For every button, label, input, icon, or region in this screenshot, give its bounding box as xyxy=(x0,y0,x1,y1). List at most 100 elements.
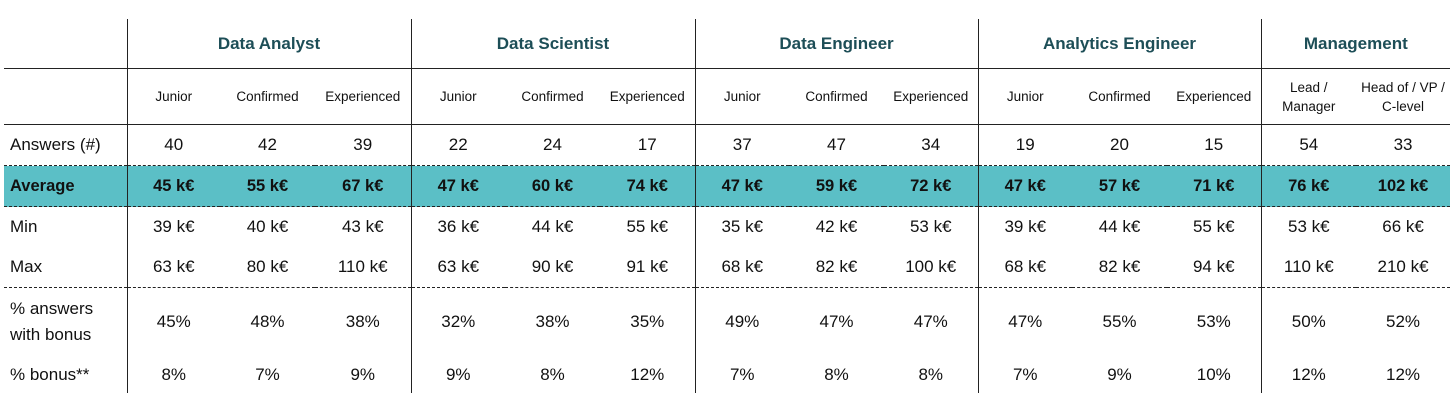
data-cell: 55% xyxy=(1072,287,1167,356)
data-cell: 39 k€ xyxy=(126,206,220,247)
data-cell: 35 k€ xyxy=(694,206,789,247)
data-cell: 15 xyxy=(1204,135,1224,154)
group-header-row: Data Analyst Data Scientist Data Enginee… xyxy=(4,19,1451,69)
data-cell: 102 k€ xyxy=(1356,165,1451,207)
data-cell: 48% xyxy=(220,287,315,356)
data-cell: 55 k€ xyxy=(626,217,669,236)
data-cell: 9% xyxy=(350,364,376,384)
level-header: Head of / VP / C-level xyxy=(1356,68,1451,125)
data-cell: 12% xyxy=(1386,364,1421,384)
data-cell: 49% xyxy=(694,287,789,356)
data-cell: 19 xyxy=(977,124,1072,166)
data-cell: 42 k€ xyxy=(815,217,858,236)
data-cell: 53% xyxy=(1167,287,1262,356)
data-cell: 82 k€ xyxy=(1098,257,1141,276)
data-cell: 33 xyxy=(1393,135,1413,154)
data-cell: 8% xyxy=(540,364,565,384)
data-cell: 71 k€ xyxy=(1167,165,1262,207)
corner-cell xyxy=(4,68,127,125)
data-cell: 35% xyxy=(600,287,695,356)
data-cell: 45% xyxy=(126,287,220,356)
data-cell: 24 xyxy=(543,135,562,154)
level-header: Confirmed xyxy=(220,68,315,125)
data-cell: 38% xyxy=(505,287,600,356)
data-cell: 10% xyxy=(1196,364,1231,384)
data-cell: 47 k€ xyxy=(694,165,789,207)
data-cell: 39 xyxy=(353,135,373,154)
level-header: Lead / Manager xyxy=(1260,68,1357,125)
data-cell: 110 k€ xyxy=(1260,247,1357,288)
data-cell: 47% xyxy=(884,287,978,356)
group-header: Analytics Engineer xyxy=(977,19,1262,69)
level-header: Junior xyxy=(694,68,789,125)
data-cell: 37 xyxy=(694,124,789,166)
data-cell: 82 k€ xyxy=(815,257,858,276)
data-cell: 53 k€ xyxy=(909,217,952,236)
data-cell: 12% xyxy=(1260,356,1357,393)
data-cell: 34 xyxy=(921,135,941,154)
data-cell: 44 k€ xyxy=(1098,217,1141,236)
data-cell: 55 k€ xyxy=(1192,217,1235,236)
row-label: Answers (#) xyxy=(10,135,101,154)
level-header: Confirmed xyxy=(505,68,600,125)
data-cell: 12% xyxy=(630,364,665,384)
data-cell: 72 k€ xyxy=(884,165,978,207)
data-cell: 40 xyxy=(126,124,220,166)
data-cell: 47% xyxy=(977,287,1072,356)
data-cell: 68 k€ xyxy=(977,247,1072,288)
data-cell: 36 k€ xyxy=(410,206,505,247)
row-label: % answers with bonus xyxy=(4,287,127,356)
data-cell: 60 k€ xyxy=(505,165,600,207)
level-header: Confirmed xyxy=(789,68,884,125)
row-label: Max xyxy=(10,257,43,276)
data-cell: 52% xyxy=(1356,287,1451,356)
data-cell: 7% xyxy=(255,364,280,384)
data-cell: 7% xyxy=(977,356,1072,393)
row-label: % bonus** xyxy=(10,364,90,384)
data-cell: 80 k€ xyxy=(246,257,289,276)
level-header: Experienced xyxy=(884,68,978,125)
data-cell: 47 k€ xyxy=(977,165,1072,207)
data-cell: 9% xyxy=(410,356,505,393)
data-cell: 210 k€ xyxy=(1377,257,1429,276)
data-cell: 45 k€ xyxy=(126,165,220,207)
data-cell: 100 k€ xyxy=(905,257,957,276)
data-cell: 91 k€ xyxy=(626,257,669,276)
data-cell: 47 xyxy=(827,135,846,154)
data-cell: 59 k€ xyxy=(789,165,884,207)
data-cell: 76 k€ xyxy=(1260,165,1357,207)
data-cell: 9% xyxy=(1107,364,1132,384)
data-cell: 17 xyxy=(637,135,657,154)
group-header: Data Engineer xyxy=(694,19,978,69)
data-cell: 68 k€ xyxy=(694,247,789,288)
row-average: Average 45 k€ 55 k€ 67 k€ 47 k€ 60 k€ 74… xyxy=(4,165,1451,207)
data-cell: 40 k€ xyxy=(246,217,289,236)
data-cell: 53 k€ xyxy=(1260,206,1357,247)
salary-table: Data Analyst Data Scientist Data Enginee… xyxy=(4,19,1451,393)
data-cell: 67 k€ xyxy=(315,165,411,207)
data-cell: 43 k€ xyxy=(341,217,384,236)
data-cell: 47% xyxy=(789,287,884,356)
data-cell: 7% xyxy=(694,356,789,393)
row-min: Min 39 k€ 40 k€ 43 k€ 36 k€ 44 k€ 55 k€ … xyxy=(4,206,1450,247)
group-header: Data Scientist xyxy=(410,19,695,69)
group-header: Data Analyst xyxy=(126,19,411,69)
level-header: Junior xyxy=(410,68,505,125)
data-cell: 50% xyxy=(1260,287,1357,356)
row-answers: Answers (#) 40 42 39 22 24 17 37 47 34 1… xyxy=(4,124,1450,166)
data-cell: 32% xyxy=(410,287,505,356)
data-cell: 22 xyxy=(410,124,505,166)
row-answers-with-bonus: % answers with bonus 45% 48% 38% 32% 38%… xyxy=(4,287,1451,356)
data-cell: 63 k€ xyxy=(410,247,505,288)
data-cell: 42 xyxy=(258,135,277,154)
level-header: Experienced xyxy=(1167,68,1262,125)
data-cell: 8% xyxy=(824,364,849,384)
level-header: Confirmed xyxy=(1072,68,1167,125)
row-label: Min xyxy=(10,217,38,236)
data-cell: 44 k€ xyxy=(531,217,574,236)
row-max: Max 63 k€ 80 k€ 110 k€ 63 k€ 90 k€ 91 k€… xyxy=(4,247,1450,288)
level-header: Junior xyxy=(126,68,220,125)
data-cell: 57 k€ xyxy=(1072,165,1167,207)
data-cell: 47 k€ xyxy=(410,165,505,207)
level-header-row: Junior Confirmed Experienced Junior Conf… xyxy=(4,68,1451,125)
